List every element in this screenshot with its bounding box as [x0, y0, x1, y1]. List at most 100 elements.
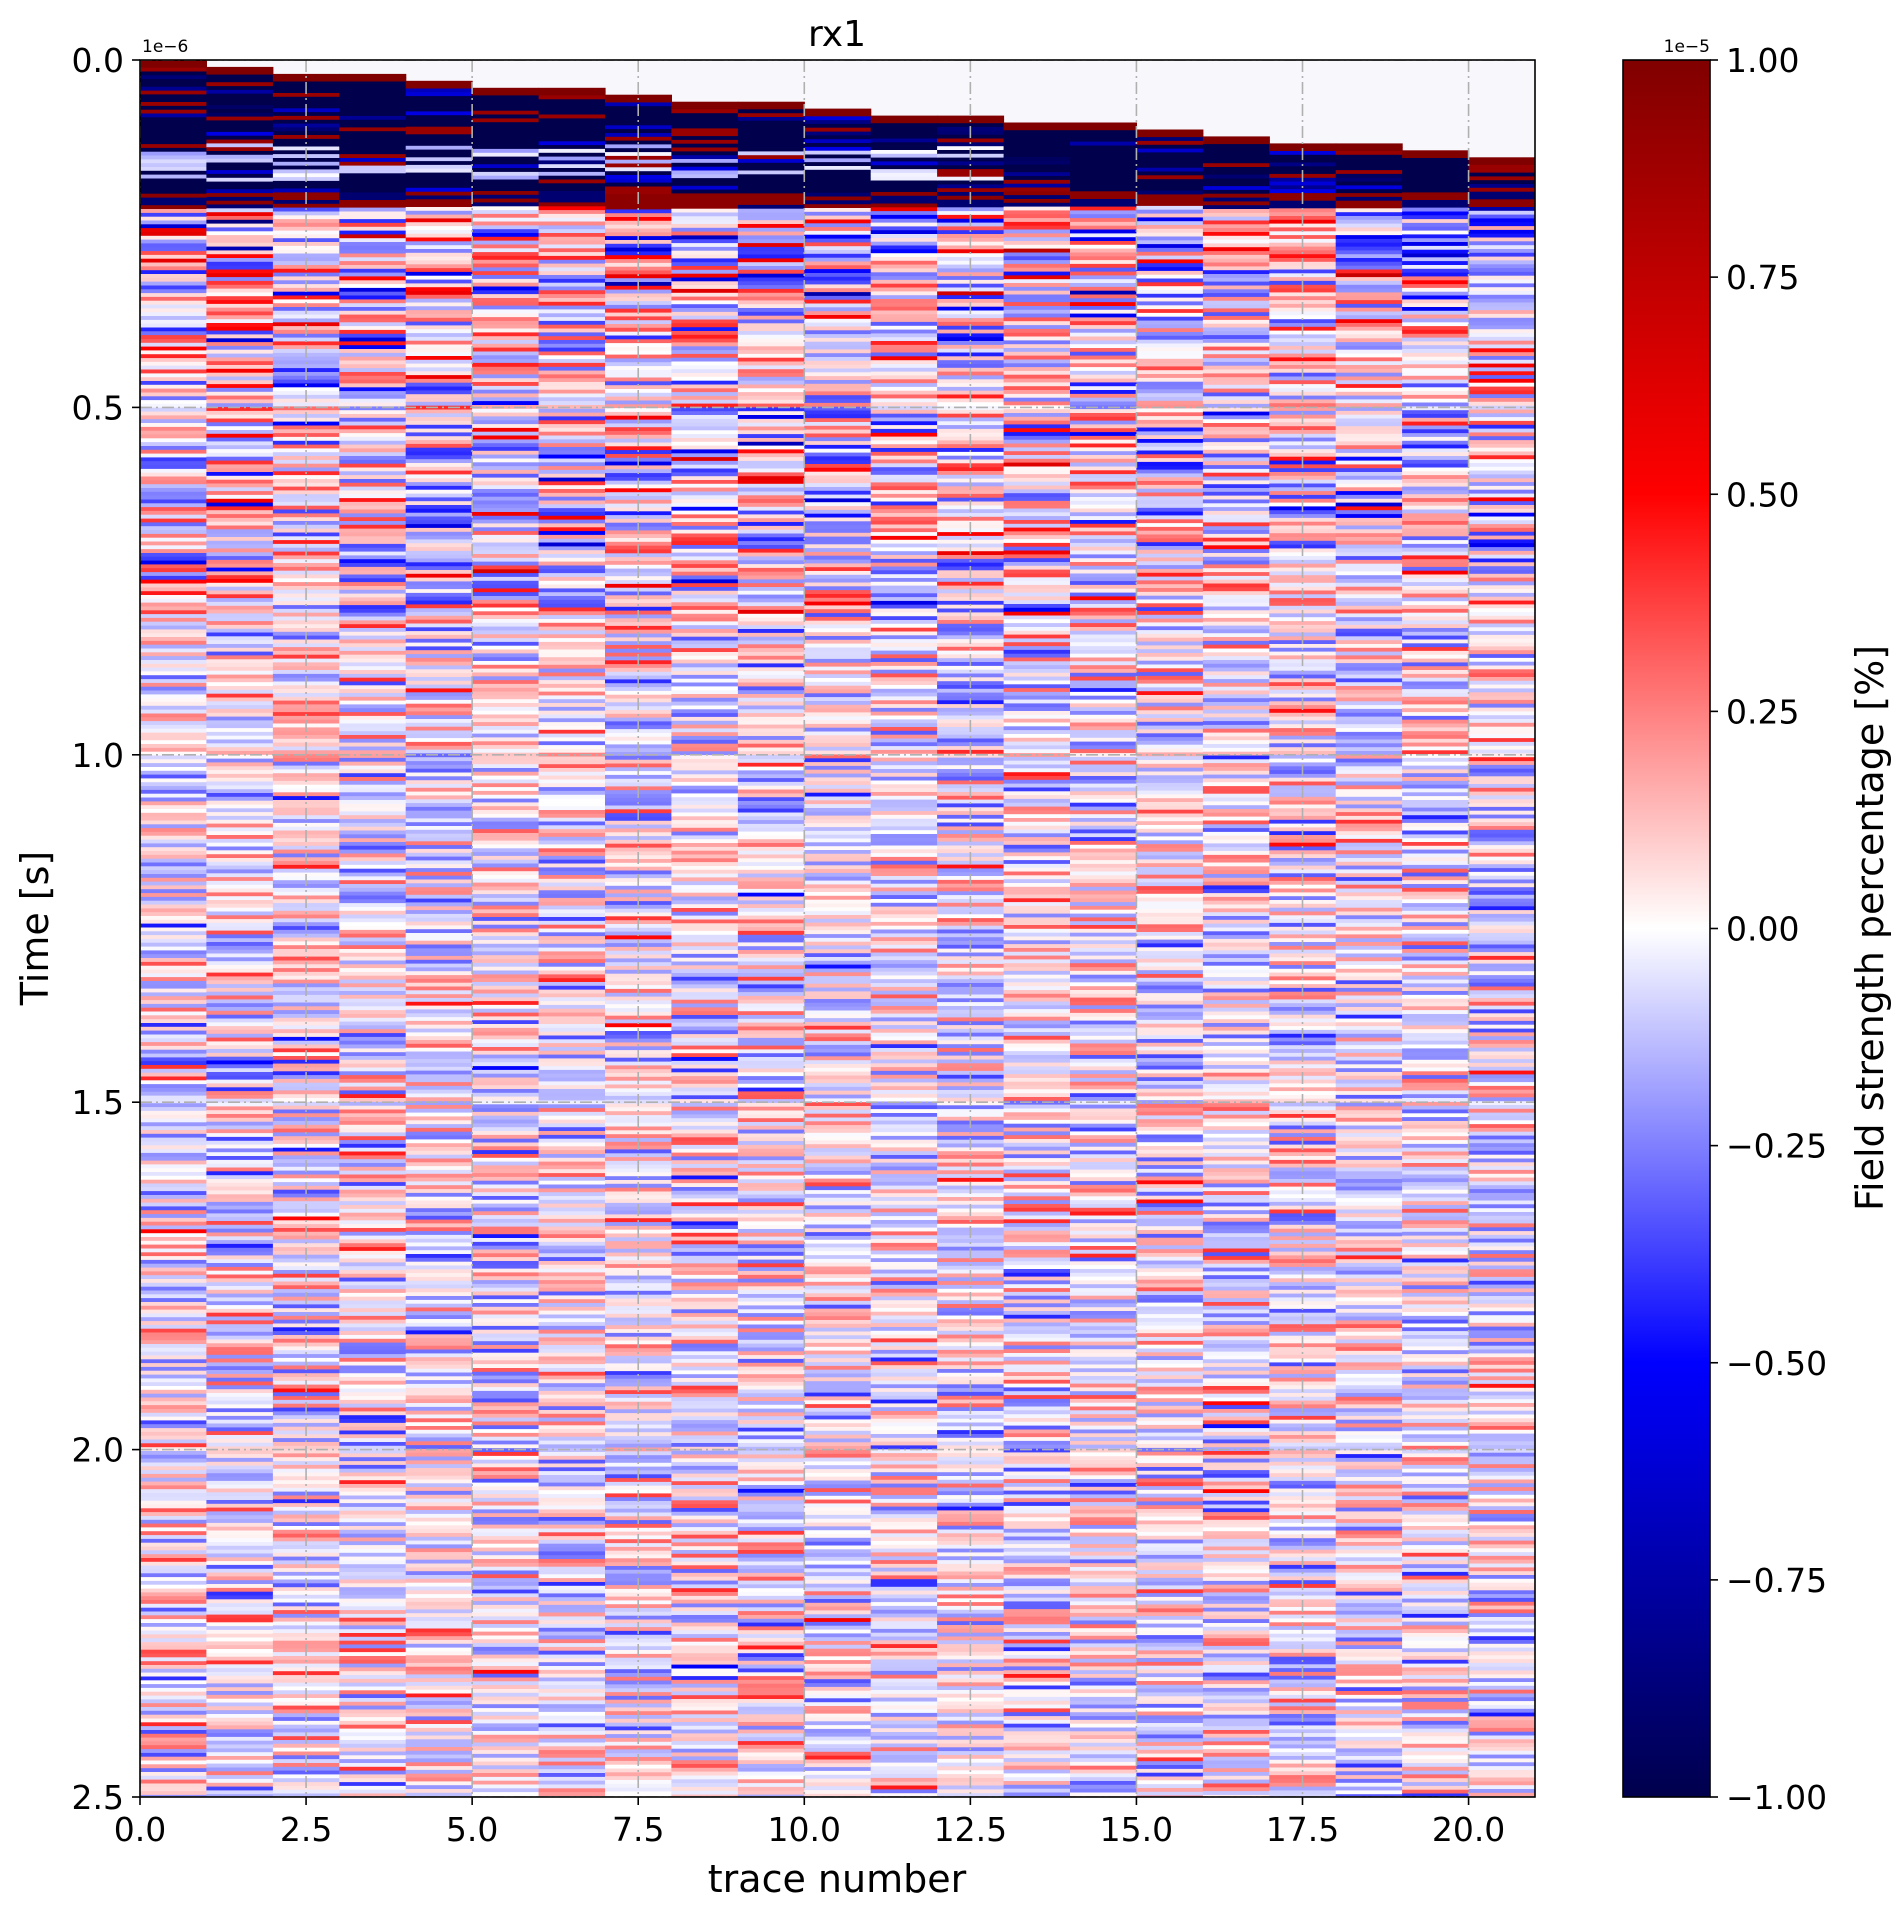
heat-cell [671, 678, 739, 684]
heat-cell [804, 731, 872, 736]
heat-cell [737, 1737, 805, 1742]
heat-cell [538, 718, 606, 723]
heat-cell [605, 1264, 672, 1269]
heat-cell [472, 970, 540, 975]
heat-cell [206, 1748, 274, 1753]
heat-cell [671, 117, 739, 122]
heat-cell [405, 398, 473, 403]
heat-cell [140, 1198, 207, 1204]
heat-cell [405, 268, 473, 273]
heat-cell [472, 233, 540, 238]
heat-cell [804, 318, 872, 324]
heat-cell [140, 1233, 207, 1238]
heat-cell [804, 555, 872, 561]
heat-cell [671, 1072, 739, 1077]
heat-cell [339, 895, 407, 900]
heat-cell [140, 1546, 207, 1551]
heat-cell [405, 447, 473, 453]
heat-cell [405, 1533, 473, 1538]
heat-cell [405, 734, 473, 739]
heat-cell [472, 397, 540, 402]
heat-cell [405, 455, 473, 460]
heat-cell [140, 167, 207, 172]
heat-cell [339, 329, 407, 335]
heat-cell [140, 335, 207, 340]
heat-cell [206, 517, 274, 523]
heat-cell [538, 1119, 606, 1124]
heat-cell [870, 249, 938, 254]
heat-cell [538, 1539, 606, 1545]
heat-cell [804, 983, 872, 989]
heat-cell [605, 1772, 672, 1777]
heat-cell [206, 1347, 274, 1352]
heat-cell [339, 1132, 407, 1137]
heat-cell [870, 146, 938, 151]
heat-cell [737, 919, 805, 924]
heat-cell [605, 935, 672, 940]
heat-cell [737, 1393, 805, 1398]
heat-cell [737, 487, 805, 492]
heat-cell [737, 644, 805, 649]
heat-cell [737, 109, 805, 114]
heat-cell [671, 564, 739, 569]
heat-cell [737, 1129, 805, 1134]
heat-cell [339, 1625, 407, 1630]
heat-cell [472, 416, 540, 421]
heat-cell [804, 739, 872, 744]
heat-cell [472, 1417, 540, 1422]
heat-cell [140, 1282, 207, 1288]
heat-cell [804, 1625, 872, 1631]
heat-cell [737, 1087, 805, 1092]
heat-cell [405, 719, 473, 724]
heat-cell [737, 1557, 805, 1562]
heat-cell [737, 262, 805, 267]
heat-cell [472, 1677, 540, 1682]
heat-cell [737, 193, 805, 198]
heat-cell [737, 938, 805, 943]
heat-cell [804, 1644, 872, 1650]
heat-cell [272, 1178, 340, 1183]
heat-cell [804, 720, 872, 725]
heat-cell [605, 996, 672, 1001]
heat-cell [339, 284, 407, 289]
heat-cell [405, 264, 473, 269]
heat-cell [206, 506, 274, 511]
heat-cell [405, 1315, 473, 1320]
heat-cell [737, 1580, 805, 1585]
heat-cell [206, 567, 274, 572]
heat-cell [538, 156, 606, 161]
heat-cell [671, 629, 739, 634]
heat-cell [538, 1295, 606, 1300]
heat-cell [538, 1230, 606, 1235]
heat-cell [206, 686, 274, 691]
heat-cell [472, 439, 540, 444]
heat-cell [804, 551, 872, 557]
heat-cell [605, 645, 672, 650]
heat-cell [804, 857, 872, 862]
heat-cell [140, 358, 207, 363]
heat-cell [206, 418, 274, 423]
heat-cell [804, 899, 872, 905]
heat-cell [339, 880, 407, 885]
heat-cell [737, 491, 805, 496]
heat-cell [737, 866, 805, 871]
heat-cell [140, 1137, 207, 1142]
heat-cell [737, 888, 805, 894]
heat-cell [472, 110, 540, 116]
heat-cell [538, 1463, 606, 1468]
heat-cell [605, 1749, 672, 1754]
heat-cell [140, 1302, 207, 1307]
heat-cell [339, 1526, 407, 1531]
heat-cell [538, 1375, 606, 1380]
heat-cell [737, 1710, 805, 1715]
heat-cell [737, 1015, 805, 1020]
heat-cell [272, 1377, 340, 1382]
heat-cell [737, 1198, 805, 1203]
heat-cell [405, 1785, 473, 1790]
heat-cell [405, 715, 473, 720]
heat-cell [804, 364, 872, 370]
heat-cell [472, 1685, 540, 1690]
heat-cell [405, 581, 473, 586]
heat-cell [472, 875, 540, 880]
heat-cell [140, 1596, 207, 1601]
